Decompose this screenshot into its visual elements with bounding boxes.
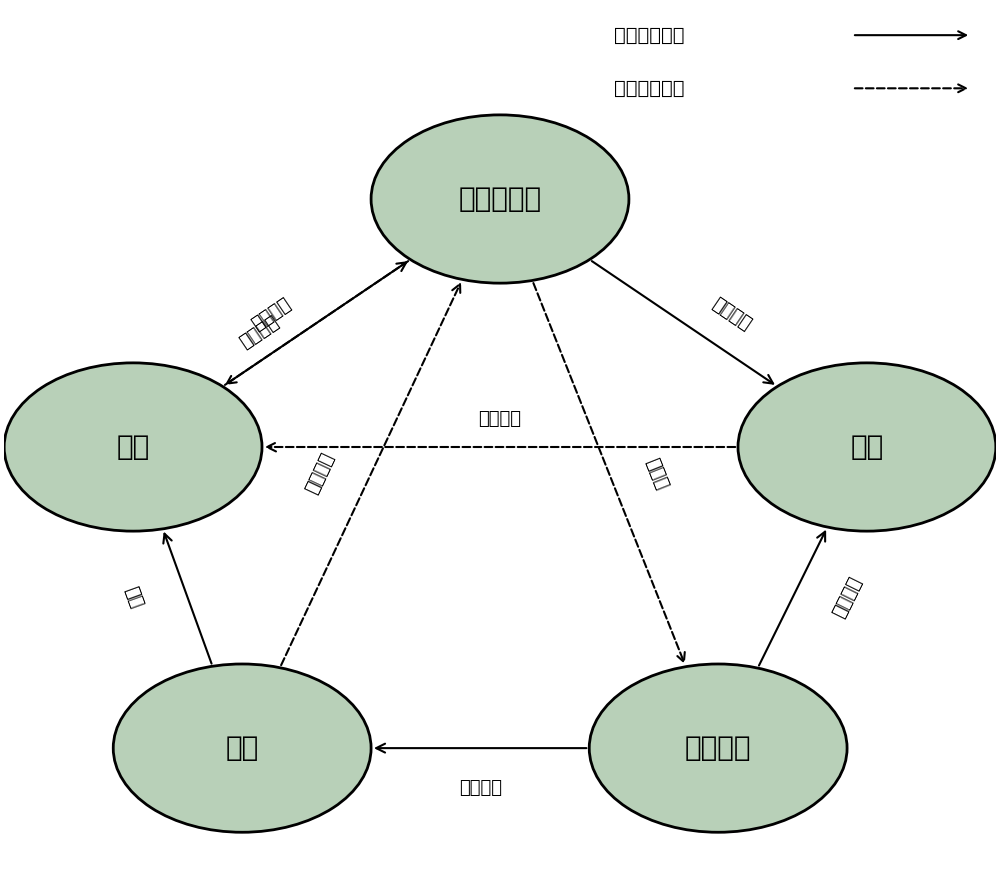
Text: 触发: 触发: [121, 585, 145, 611]
Text: 收到通知: 收到通知: [249, 295, 295, 333]
Text: 识别与配置: 识别与配置: [458, 185, 542, 213]
Text: 正常状态转换: 正常状态转换: [614, 26, 685, 45]
Text: 连接丢失: 连接丢失: [459, 779, 502, 797]
Ellipse shape: [371, 114, 629, 283]
Ellipse shape: [113, 664, 371, 832]
Text: 重配置: 重配置: [642, 455, 671, 492]
Ellipse shape: [589, 664, 847, 832]
Text: 连接丢失: 连接丢失: [479, 409, 522, 427]
Text: 能量接收: 能量接收: [685, 734, 751, 762]
Text: 空闲: 空闲: [226, 734, 259, 762]
Text: 异常错误转换: 异常错误转换: [614, 79, 685, 97]
Ellipse shape: [4, 363, 262, 531]
Text: 安装就绪: 安装就绪: [302, 451, 337, 497]
Text: 配置失败: 配置失败: [236, 312, 282, 351]
Ellipse shape: [738, 363, 996, 531]
Text: 配置成功: 配置成功: [708, 295, 754, 333]
Text: 就绪: 就绪: [116, 433, 150, 461]
Text: 连接: 连接: [850, 433, 884, 461]
Text: 能量接收: 能量接收: [829, 574, 865, 620]
